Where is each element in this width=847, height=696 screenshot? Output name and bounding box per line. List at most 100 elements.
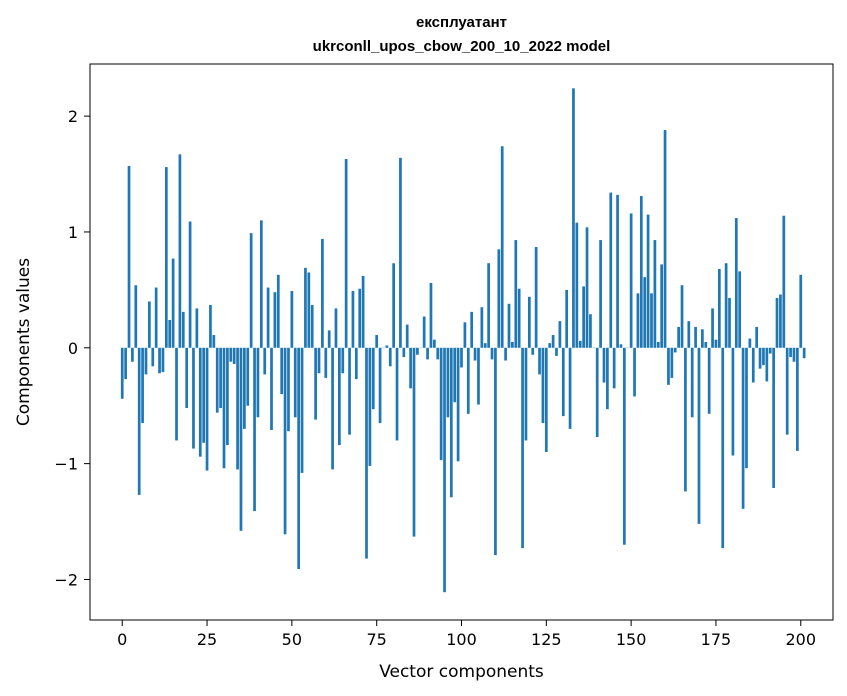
bar-component-70 xyxy=(358,288,362,348)
x-tick-label: 50 xyxy=(282,630,302,649)
bar-component-179 xyxy=(728,297,731,348)
bar-component-145 xyxy=(612,347,616,389)
bar-component-107 xyxy=(483,343,487,348)
bar-component-167 xyxy=(687,321,691,348)
bar-component-27 xyxy=(212,335,216,348)
bar-component-196 xyxy=(785,347,789,435)
bar-component-138 xyxy=(589,314,592,348)
bar-component-4 xyxy=(134,285,138,348)
bar-component-50 xyxy=(290,291,294,348)
bar-component-161 xyxy=(667,347,670,385)
bar-component-14 xyxy=(168,319,172,348)
bar-component-62 xyxy=(331,347,334,470)
bar-component-78 xyxy=(385,345,389,348)
bar-component-49 xyxy=(287,347,290,432)
x-tick-label: 175 xyxy=(701,630,732,649)
x-tick-label: 200 xyxy=(785,630,816,649)
bar-component-17 xyxy=(178,154,182,348)
bar-component-57 xyxy=(314,347,317,420)
bar-component-195 xyxy=(782,215,786,348)
bar-component-143 xyxy=(606,347,609,410)
bar-component-54 xyxy=(304,267,307,348)
bar-component-152 xyxy=(636,293,640,348)
bar-component-92 xyxy=(433,339,436,348)
bar-component-35 xyxy=(239,347,243,531)
bar-component-194 xyxy=(779,294,782,348)
bar-component-113 xyxy=(504,347,507,361)
bar-component-97 xyxy=(449,347,453,498)
bar-component-51 xyxy=(293,347,297,418)
bar-component-64 xyxy=(338,347,341,446)
y-axis-ticks: −2 −1 0 1 2 xyxy=(54,107,90,589)
bar-component-151 xyxy=(633,347,636,397)
bar-component-128 xyxy=(555,347,558,356)
bar-component-59 xyxy=(321,238,324,348)
bar-component-58 xyxy=(317,347,321,374)
bar-component-163 xyxy=(673,347,677,353)
bar-component-5 xyxy=(137,347,141,495)
bar-component-66 xyxy=(344,158,348,348)
bar-component-0 xyxy=(120,347,124,399)
y-tick-label: 1 xyxy=(68,223,78,242)
bar-component-168 xyxy=(690,347,694,418)
bar-component-171 xyxy=(701,329,704,348)
bar-component-164 xyxy=(677,326,680,348)
bar-component-155 xyxy=(646,214,650,348)
bar-component-102 xyxy=(466,347,470,414)
bar-component-89 xyxy=(422,316,426,348)
bar-component-6 xyxy=(141,347,144,424)
bar-component-118 xyxy=(521,347,524,549)
bar-component-117 xyxy=(517,288,521,348)
bar-component-104 xyxy=(473,347,477,361)
bar-component-180 xyxy=(731,347,735,456)
bar-component-19 xyxy=(185,347,189,409)
bar-component-24 xyxy=(202,347,206,443)
bar-component-22 xyxy=(195,308,199,348)
x-tick-label: 150 xyxy=(616,630,647,649)
bar-component-114 xyxy=(507,303,511,348)
bar-component-190 xyxy=(765,347,769,382)
bar-component-184 xyxy=(745,347,748,469)
bar-component-182 xyxy=(738,271,742,348)
bar-component-147 xyxy=(619,344,623,348)
bar-component-68 xyxy=(351,291,355,348)
bar-component-189 xyxy=(762,347,765,366)
bar-component-84 xyxy=(405,324,409,348)
bar-component-110 xyxy=(494,347,497,556)
bar-component-34 xyxy=(236,347,239,470)
bar-component-65 xyxy=(341,347,345,374)
bar-component-25 xyxy=(205,347,209,471)
bar-component-148 xyxy=(622,347,626,545)
bar-component-63 xyxy=(334,308,338,348)
bar-component-80 xyxy=(392,263,395,348)
bar-component-1 xyxy=(124,347,127,380)
bar-component-150 xyxy=(629,213,633,348)
bar-component-26 xyxy=(209,304,212,348)
bar-component-131 xyxy=(565,289,569,348)
bar-component-71 xyxy=(361,275,365,348)
bar-component-3 xyxy=(131,347,134,362)
bar-component-9 xyxy=(151,347,155,367)
chart-title-line2: ukrconll_upos_cbow_200_10_2022 model xyxy=(313,38,611,55)
bar-component-165 xyxy=(680,285,684,348)
bar-component-33 xyxy=(232,347,236,365)
bar-component-200 xyxy=(799,274,803,348)
bar-component-53 xyxy=(300,347,304,473)
bar-component-201 xyxy=(802,347,806,359)
bar-component-69 xyxy=(354,347,358,380)
x-tick-label: 125 xyxy=(531,630,562,649)
bar-component-20 xyxy=(188,221,192,348)
x-axis-ticks: 0 25 50 75 100 125 150 175 200 xyxy=(117,620,816,649)
x-axis-label: Vector components xyxy=(379,662,544,682)
bar-component-44 xyxy=(270,347,273,431)
bar-component-112 xyxy=(500,146,504,348)
bar-component-46 xyxy=(276,274,280,348)
bar-component-174 xyxy=(711,308,714,348)
bar-component-116 xyxy=(514,240,518,348)
bar-component-176 xyxy=(717,269,721,348)
bar-component-129 xyxy=(558,321,562,348)
bar-component-75 xyxy=(375,335,379,348)
bar-component-156 xyxy=(650,293,653,348)
bar-component-15 xyxy=(171,258,175,348)
